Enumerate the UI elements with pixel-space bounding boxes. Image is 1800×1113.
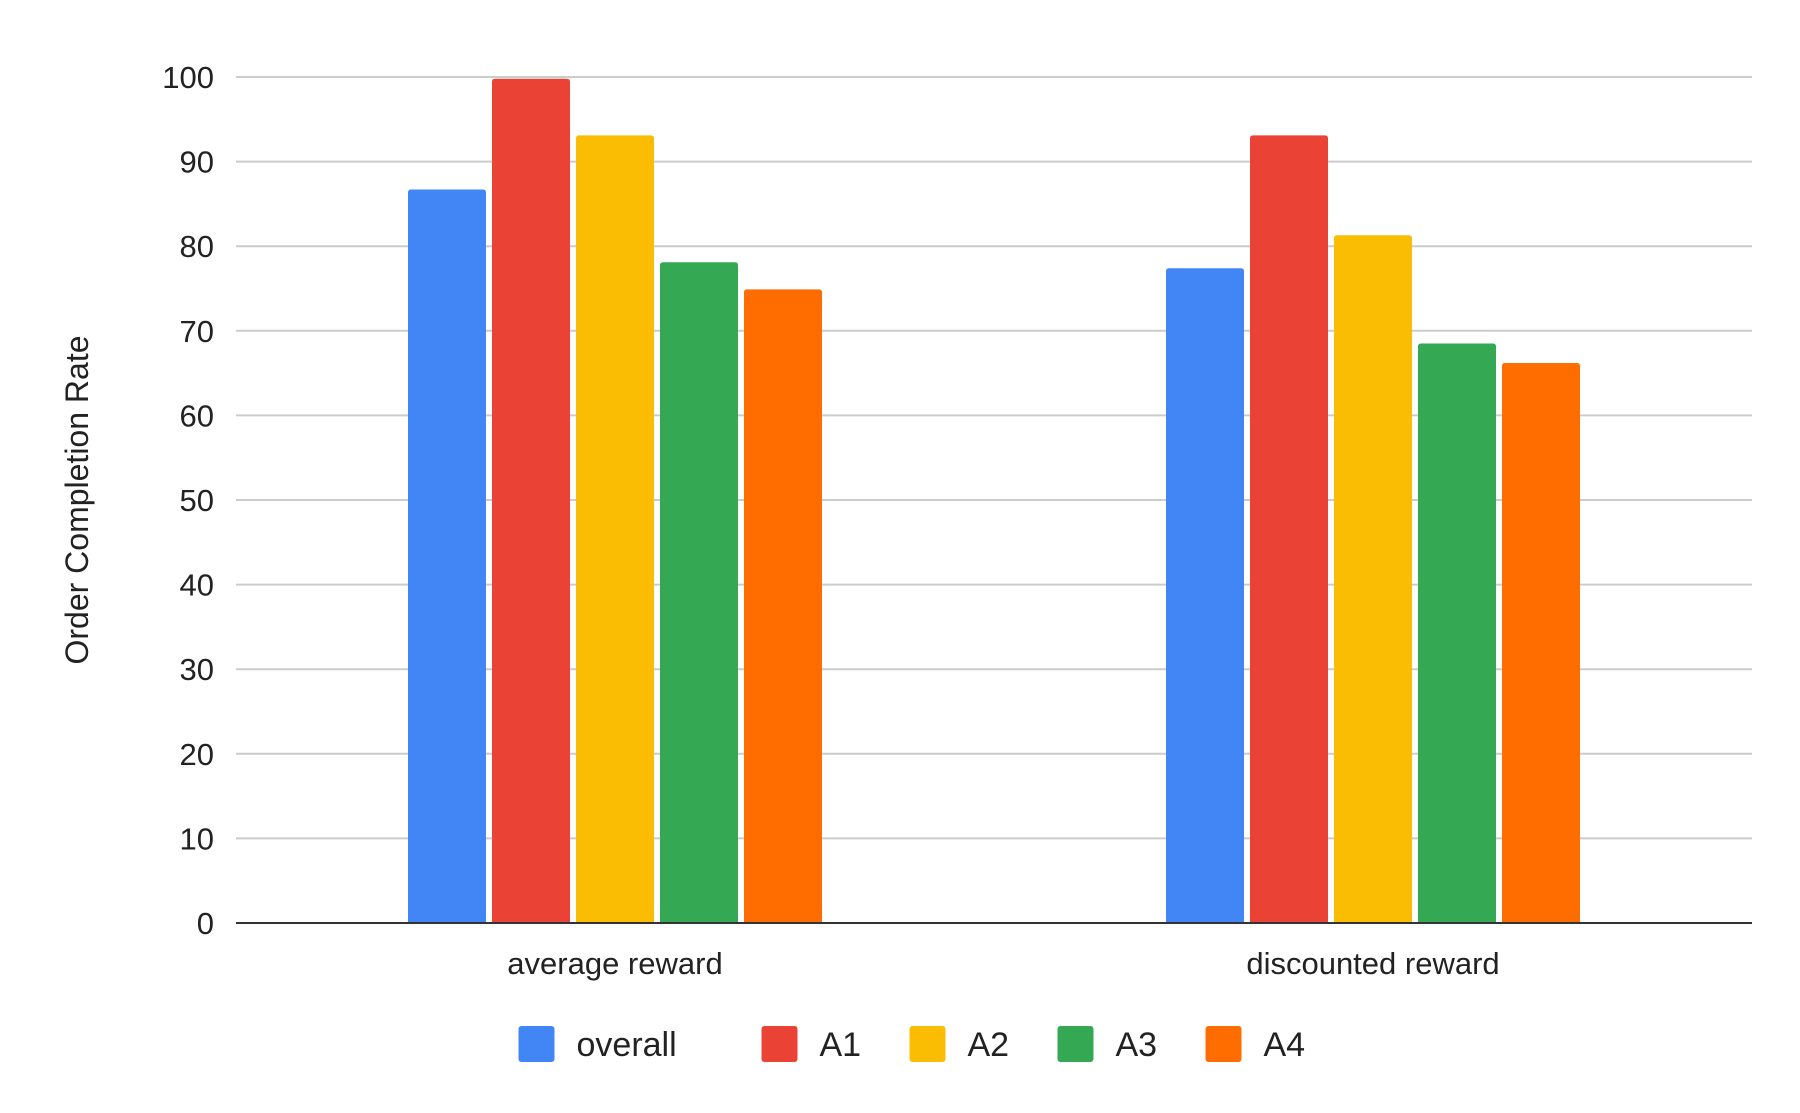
bars <box>408 78 1580 923</box>
bar-a4-discounted-reward <box>1502 362 1580 923</box>
bar-a4-average-reward <box>744 289 822 923</box>
legend-label: A1 <box>820 1026 862 1064</box>
bar-a2-discounted-reward <box>1334 235 1412 923</box>
legend-swatch <box>1205 1026 1242 1062</box>
y-tick-label: 100 <box>162 60 214 95</box>
y-tick-label: 30 <box>180 652 214 687</box>
legend-swatch <box>1057 1026 1094 1062</box>
y-tick-label: 50 <box>180 483 214 518</box>
gridlines <box>236 76 1752 840</box>
legend-item-a4: A4 <box>1205 1026 1306 1064</box>
legend-label: A2 <box>968 1026 1010 1064</box>
y-tick-label: 80 <box>180 229 214 264</box>
bar-a1-discounted-reward <box>1250 135 1328 923</box>
legend-swatch <box>909 1026 946 1062</box>
y-tick-label: 0 <box>197 906 214 941</box>
legend: overall A1 A2 A3 A4 <box>518 1026 1306 1064</box>
y-axis-title: Order Completion Rate <box>59 335 95 664</box>
legend-label: overall <box>577 1026 677 1064</box>
bar-a1-average-reward <box>492 78 570 923</box>
x-tick-label: average reward <box>507 946 722 981</box>
y-tick-label: 40 <box>180 568 214 603</box>
y-tick-label: 60 <box>180 398 214 433</box>
bar-a3-discounted-reward <box>1418 343 1496 923</box>
legend-label: A4 <box>1264 1026 1306 1064</box>
legend-item-overall: overall <box>518 1026 677 1064</box>
bar-overall-discounted-reward <box>1166 268 1244 923</box>
x-tick-label: discounted reward <box>1246 946 1499 981</box>
y-tick-label: 70 <box>180 314 214 349</box>
y-tick-label: 90 <box>180 145 214 180</box>
y-axis-ticks: 0 10 20 30 40 50 60 70 80 90 100 <box>162 60 214 941</box>
x-axis-ticks: average reward discounted reward <box>507 946 1499 981</box>
bar-a3-average-reward <box>660 262 738 923</box>
y-tick-label: 20 <box>180 737 214 772</box>
legend-swatch <box>518 1026 555 1062</box>
legend-item-a3: A3 <box>1057 1026 1158 1064</box>
legend-item-a2: A2 <box>909 1026 1010 1064</box>
bar-overall-average-reward <box>408 189 486 923</box>
legend-item-a1: A1 <box>761 1026 862 1064</box>
y-tick-label: 10 <box>180 821 214 856</box>
legend-label: A3 <box>1116 1026 1158 1064</box>
bar-a2-average-reward <box>576 135 654 923</box>
legend-swatch <box>761 1026 798 1062</box>
